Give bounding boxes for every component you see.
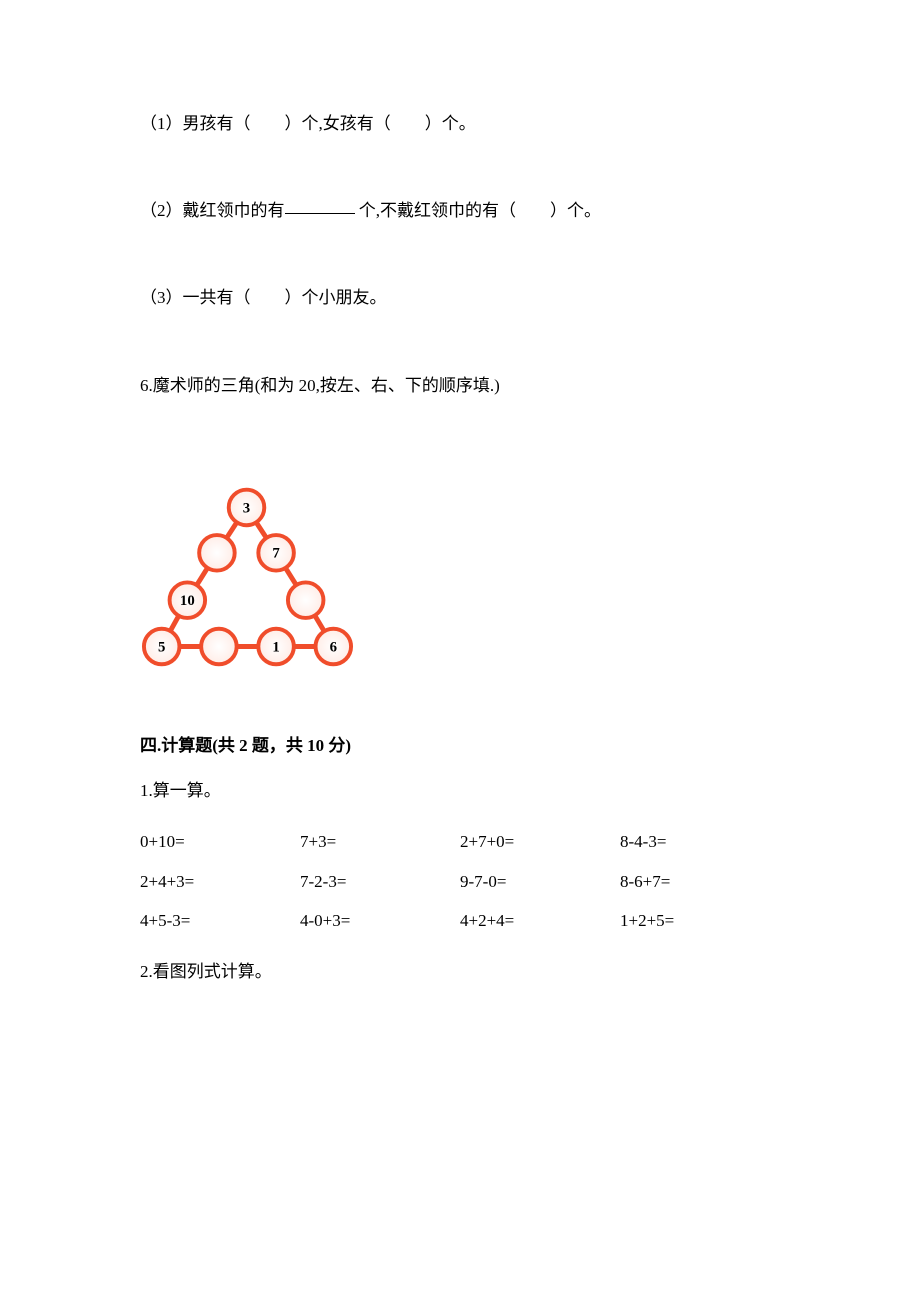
q5-sub1: （1）男孩有（ ）个,女孩有（ ）个。 [140, 110, 780, 137]
calc-cell: 8-6+7= [620, 862, 780, 901]
calc-cell: 7+3= [300, 822, 460, 861]
q6-text: 6.魔术师的三角(和为 20,按左、右、下的顺序填.) [140, 376, 500, 395]
calc-row: 2+4+3=7-2-3=9-7-0=8-6+7= [140, 862, 780, 901]
calc-row: 4+5-3=4-0+3=4+2+4=1+2+5= [140, 901, 780, 940]
q5-sub2: （2）戴红领巾的有 个,不戴红领巾的有（ ）个。 [140, 197, 780, 224]
calc-cell: 4+5-3= [140, 901, 300, 940]
calc-cell: 4-0+3= [300, 901, 460, 940]
calc-row: 0+10=7+3=2+7+0=8-4-3= [140, 822, 780, 861]
triangle-node [288, 582, 324, 618]
q5-sub3-text: （3）一共有（ ）个小朋友。 [140, 288, 387, 307]
triangle-node-label: 10 [180, 593, 195, 609]
calc1-title: 1.算一算。 [140, 777, 780, 804]
triangle-node-label: 7 [272, 546, 280, 562]
triangle-diagram: 3 7 10 5 1 6 [140, 419, 780, 732]
triangle-node-label: 5 [158, 639, 165, 655]
section4-header: 四.计算题(共 2 题，共 10 分) [140, 732, 780, 759]
calc-cell: 9-7-0= [460, 862, 620, 901]
calc-cell: 1+2+5= [620, 901, 780, 940]
calc1-table: 0+10=7+3=2+7+0=8-4-3=2+4+3=7-2-3=9-7-0=8… [140, 822, 780, 940]
triangle-node-label: 3 [243, 500, 250, 516]
q6-text-line: 6.魔术师的三角(和为 20,按左、右、下的顺序填.) [140, 372, 780, 399]
calc-cell: 2+4+3= [140, 862, 300, 901]
calc-cell: 2+7+0= [460, 822, 620, 861]
calc-cell: 4+2+4= [460, 901, 620, 940]
calc-cell: 8-4-3= [620, 822, 780, 861]
q5-sub3: （3）一共有（ ）个小朋友。 [140, 284, 780, 311]
q5-sub2-text-b: 个,不戴红领巾的有（ ）个。 [355, 201, 602, 220]
triangle-node [201, 629, 237, 665]
q5-sub2-blank [285, 197, 355, 214]
calc-cell: 0+10= [140, 822, 300, 861]
triangle-svg: 3 7 10 5 1 6 [140, 469, 355, 684]
triangle-node-label: 1 [272, 639, 279, 655]
q5-sub1-text: （1）男孩有（ ）个,女孩有（ ）个。 [140, 114, 476, 133]
calc2-title: 2.看图列式计算。 [140, 958, 780, 985]
triangle-node [199, 535, 235, 571]
calc-cell: 7-2-3= [300, 862, 460, 901]
q5-sub2-text-a: （2）戴红领巾的有 [140, 201, 285, 220]
triangle-node-label: 6 [330, 639, 337, 655]
